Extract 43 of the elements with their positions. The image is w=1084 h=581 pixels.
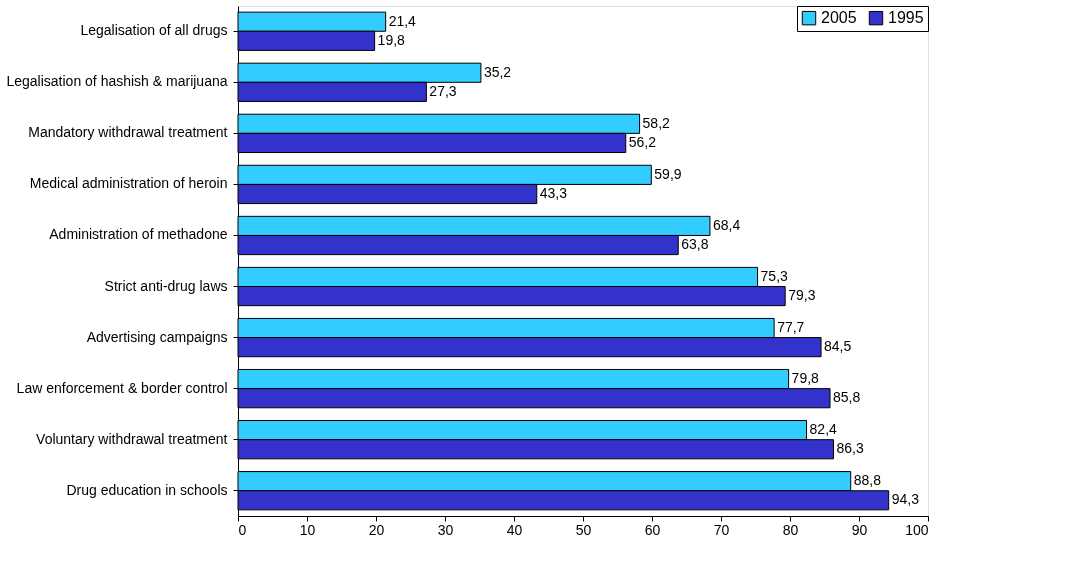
- y-tick-label: Legalisation of hashish & marijuana: [6, 73, 228, 90]
- x-tick-label: 40: [506, 521, 523, 538]
- data-label: 88,8: [853, 472, 882, 489]
- y-tick-label: Law enforcement & border control: [16, 379, 228, 396]
- x-tick-label: 70: [713, 521, 730, 538]
- x-tick-label: 10: [299, 521, 316, 538]
- x-tick-label: 50: [575, 521, 592, 538]
- data-label: 35,2: [483, 63, 512, 80]
- y-tick-label: Legalisation of all drugs: [80, 22, 228, 39]
- y-tick-label: Advertising campaigns: [86, 328, 228, 345]
- data-label: 58,2: [642, 114, 671, 131]
- y-tick-label: Administration of methadone: [49, 226, 228, 243]
- data-label: 85,8: [833, 389, 861, 406]
- x-tick-label: 20: [368, 521, 385, 538]
- y-tick-label: Strict anti-drug laws: [104, 277, 228, 294]
- data-label: 59,9: [654, 165, 682, 182]
- data-label: 86,3: [836, 440, 864, 457]
- x-tick-label: 30: [437, 521, 454, 538]
- y-tick-label: Medical administration of heroin: [29, 175, 228, 192]
- data-label: 56,2: [628, 133, 657, 150]
- data-label: 75,3: [760, 267, 789, 284]
- data-label: 63,8: [681, 236, 709, 253]
- x-tick-label: 80: [782, 521, 799, 538]
- x-tick-label: 100: [905, 521, 929, 538]
- data-label: 68,4: [712, 216, 741, 233]
- data-label: 82,4: [809, 421, 838, 438]
- data-label: 27,3: [429, 82, 457, 99]
- x-tick-label: 60: [644, 521, 661, 538]
- y-tick-label: Voluntary withdrawal treatment: [36, 430, 228, 447]
- x-tick-label: 90: [851, 521, 868, 538]
- data-label: 84,5: [824, 338, 852, 355]
- data-label: 21,4: [388, 12, 417, 29]
- data-label: 77,7: [777, 319, 805, 335]
- y-tick-label: Mandatory withdrawal treatment: [28, 124, 228, 141]
- data-label: 79,8: [791, 370, 820, 387]
- y-tick-label: Drug education in schools: [66, 481, 228, 498]
- data-label: 43,3: [539, 185, 568, 201]
- data-label: 79,3: [788, 287, 816, 304]
- legend-label: 2005: [821, 9, 857, 27]
- legend-label: 1995: [888, 9, 924, 27]
- x-tick-label: 0: [238, 521, 247, 538]
- data-label: 94,3: [891, 491, 920, 508]
- data-label: 19,8: [377, 31, 406, 48]
